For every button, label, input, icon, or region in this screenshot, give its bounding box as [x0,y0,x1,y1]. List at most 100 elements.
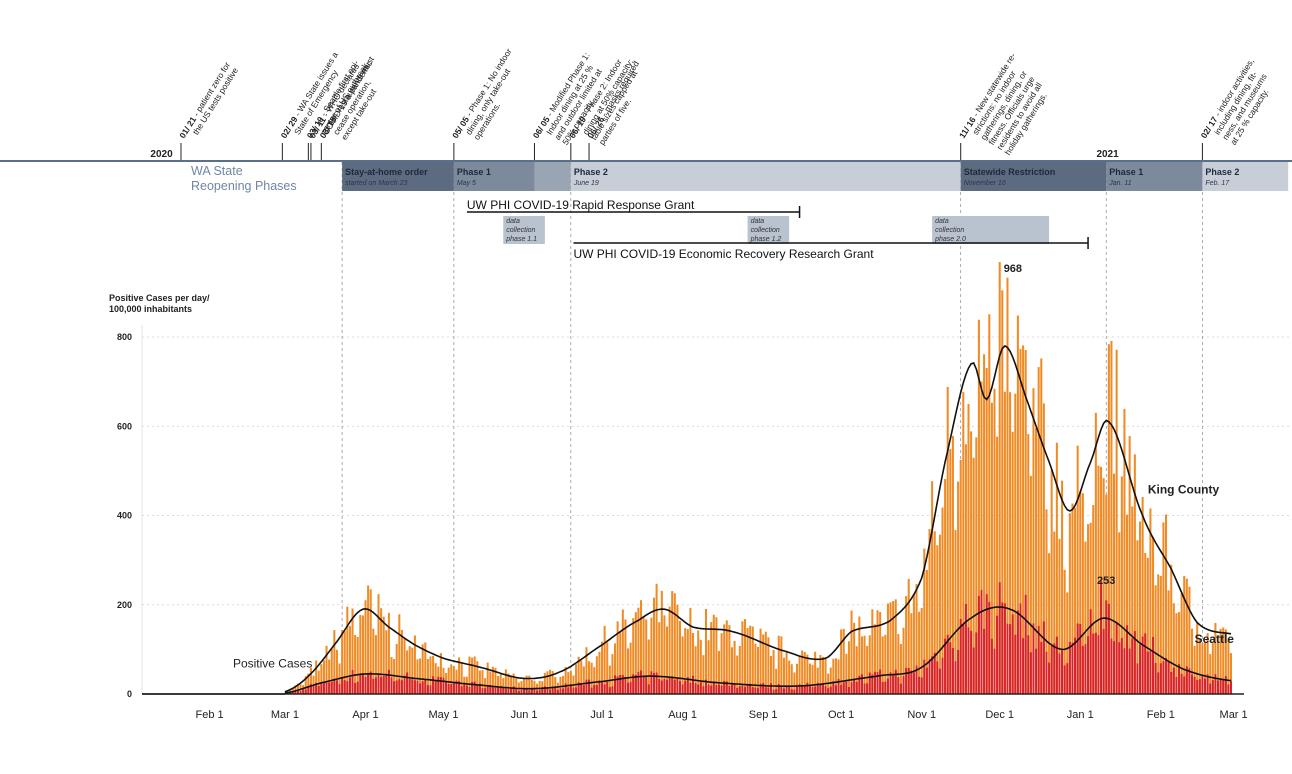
x-tick-label: Feb 1 [1147,709,1175,721]
king-county-bar [330,648,333,694]
king-county-bar [606,642,609,694]
data-collection-label: collection [935,227,964,234]
phase-date: started on March 23 [345,180,407,187]
seattle-bar [938,668,941,694]
king-county-bar [736,655,739,694]
seattle-bar [1209,683,1212,694]
king-county-bar [678,620,682,694]
king-county-bar [788,660,791,694]
seattle-bar [1196,679,1199,694]
seattle-bar [1144,633,1147,694]
seattle-bar [489,685,492,694]
king-county-bar [523,677,526,694]
king-county-bar [879,611,882,694]
seattle-bar [393,681,396,694]
phase-name: Statewide Restriction [964,167,1056,177]
king-county-bar [689,607,692,694]
king-county-bar [1157,574,1160,694]
king-county-bar [502,678,505,694]
seattle-bar [642,676,645,694]
data-collection-label: phase 2.0 [934,236,966,243]
seattle-bar [751,687,754,694]
king-county-bar [377,594,380,694]
phase-band [1106,162,1203,191]
phase-band [342,162,454,191]
phases-title: Reopening Phases [191,179,297,193]
king-county-bar [632,618,635,694]
seattle-bar [304,689,307,694]
seattle-bar [967,627,970,694]
king-county-bar [938,534,941,694]
king-county-bar [1152,536,1155,694]
seattle-bar [458,681,461,694]
king-county-bar [762,634,765,694]
king-county-bar [582,666,585,694]
seattle-bar [907,667,910,694]
seattle-bar [1227,684,1230,694]
x-tick-label: May 1 [429,709,459,721]
seattle-bar [798,684,801,694]
seattle-bar [749,683,752,694]
king-county-bar [296,683,299,694]
seattle-bar [569,684,572,694]
king-county-bar [931,481,934,694]
seattle-bar [1016,610,1019,694]
king-county-bar [429,656,432,694]
seattle-bar [1219,679,1222,694]
seattle-bar [756,687,759,694]
seattle-bar [590,687,593,694]
seattle-bar [302,689,305,694]
king-county-bar [1014,393,1017,694]
king-county-bar [619,632,622,694]
x-tick-label: Feb 1 [196,709,224,721]
king-county-bar [959,459,962,694]
event-text: 01/ 21 - patient zero for [177,60,232,140]
king-county-bar [964,444,967,694]
seattle-bar [403,675,406,694]
y-axis-label: 100,000 inhabitants [109,304,192,314]
seattle-bar [655,672,658,694]
king-county-bar [886,603,889,694]
seattle-bar [1032,623,1035,694]
king-county-bar [1206,633,1209,694]
seattle-bar [762,683,765,694]
seattle-bar [315,682,318,694]
seattle-bar [551,686,554,694]
king-county-bar [707,640,710,694]
seattle-bar [905,668,908,694]
king-county-bar [598,651,601,694]
seattle-bar [1178,664,1181,694]
king-county-bar [912,593,915,694]
seattle-bar [881,682,884,694]
king-county-bar [1170,564,1173,694]
seattle-bar [1094,632,1097,694]
king-county-bar [840,629,843,694]
king-county-bar [1159,576,1162,694]
x-tick-label: Mar 1 [271,709,299,721]
king-county-bar [985,368,988,694]
king-county-bar [759,628,762,694]
data-collection-label: collection [751,227,780,234]
seattle-bar [1123,648,1126,694]
king-county-bar [899,643,902,694]
chart-labels: 968 253 King County Seattle Positive Cases [233,263,1234,671]
seattle-bar [1063,665,1066,694]
king-county-bar [452,666,455,694]
seattle-bar [335,680,338,694]
seattle-bar [850,682,853,694]
x-tick-label: Mar 1 [1220,709,1248,721]
y-tick-label-600: 600 [117,421,132,431]
seattle-bar [946,634,949,694]
king-county-bar [712,614,715,694]
king-county-bar [694,646,697,694]
seattle-bar [317,685,320,694]
data-collection-box [932,216,1050,244]
king-county-bar [1110,340,1113,694]
annotation-label: Positive Cases [233,657,312,671]
king-county-bar [413,635,416,694]
king-county-bar [491,666,494,694]
seattle-bar [1217,680,1220,694]
king-county-bar [1029,475,1032,694]
seattle-bar [398,679,401,694]
annotation-label: King County [1148,483,1220,497]
